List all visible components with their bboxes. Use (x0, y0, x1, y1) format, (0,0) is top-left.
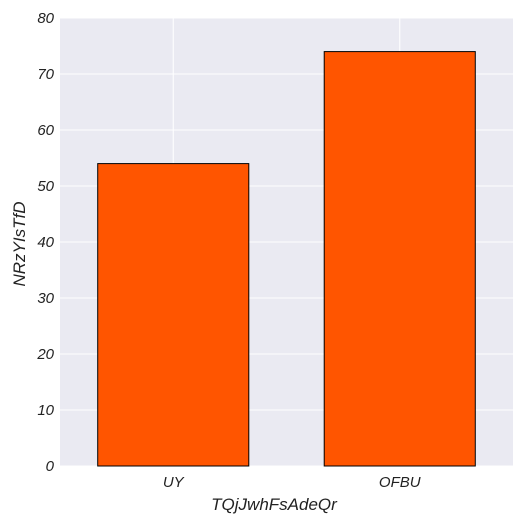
y-tick-label: 10 (37, 402, 54, 419)
bar-uy (97, 163, 250, 467)
y-axis-ticks: 0 10 20 30 40 50 60 70 80 (36, 10, 54, 475)
y-tick-label: 60 (37, 122, 54, 139)
y-tick-label: 50 (37, 178, 54, 195)
y-tick-label: 40 (37, 234, 54, 251)
x-tick-label: UY (163, 474, 185, 491)
x-tick-label: OFBU (379, 474, 421, 491)
y-tick-label: 20 (36, 346, 54, 363)
x-axis-label: TQjJwhFsAdeQr (211, 495, 338, 514)
x-axis-ticks: UY OFBU (163, 474, 421, 491)
y-axis-label: NRzYIsTfD (10, 202, 29, 287)
y-tick-label: 70 (37, 66, 54, 83)
bar-ofbu (323, 51, 476, 467)
y-tick-label: 0 (46, 458, 55, 475)
y-tick-label: 30 (37, 290, 54, 307)
bars (97, 51, 476, 467)
y-tick-label: 80 (37, 10, 54, 27)
